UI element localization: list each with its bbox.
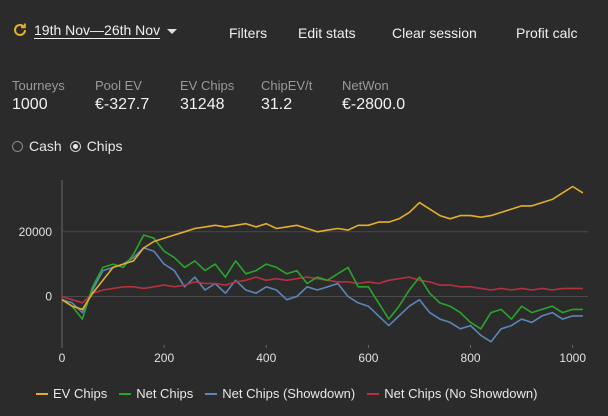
- series-line-net-chips-no-showdown: [61, 276, 583, 304]
- x-tick-label: 800: [461, 351, 481, 365]
- stat-value: 31248: [180, 96, 225, 113]
- y-tick-label: 20000: [19, 225, 53, 239]
- legend-swatch: [205, 392, 218, 395]
- chips-chart: 0 20000 0 200 400 600 800 1000: [19, 180, 588, 365]
- stat-ev-chips: EV Chips 31248: [180, 78, 261, 114]
- stat-pool-ev: Pool EV €-327.7: [95, 78, 180, 114]
- stat-tourneys: Tourneys 1000: [12, 78, 95, 114]
- radio-checked-icon[interactable]: [69, 140, 81, 152]
- profit-calc-button[interactable]: Profit calc: [516, 25, 578, 41]
- cash-radio[interactable]: Cash: [12, 138, 62, 154]
- cash-radio-label[interactable]: Cash: [29, 138, 62, 154]
- stat-label: NetWon: [342, 78, 389, 93]
- series-line-ev-chips: [61, 185, 584, 311]
- chips-radio[interactable]: Chips: [69, 138, 123, 154]
- legend-swatch: [367, 392, 380, 395]
- legend-label[interactable]: Net Chips: [136, 386, 194, 401]
- x-tick-label: 0: [59, 351, 66, 365]
- stat-label: Pool EV: [95, 78, 142, 93]
- x-tick-label: 600: [358, 351, 378, 365]
- x-tick-label: 1000: [559, 351, 586, 365]
- refresh-icon[interactable]: [12, 22, 28, 38]
- chips-radio-label[interactable]: Chips: [86, 138, 123, 154]
- date-range-selector[interactable]: 19th Nov—26th Nov: [12, 22, 178, 38]
- series-line-net-chips-showdown: [61, 247, 583, 343]
- stat-label: Tourneys: [12, 78, 65, 93]
- legend-label[interactable]: Net Chips (No Showdown): [384, 386, 538, 401]
- series-line-net-chips: [61, 234, 583, 330]
- x-tick-label: 400: [256, 351, 276, 365]
- chart-legend: EV Chips Net Chips Net Chips (Showdown) …: [36, 386, 549, 401]
- legend-item-net-chips[interactable]: Net Chips: [119, 386, 193, 401]
- legend-swatch: [36, 392, 48, 395]
- stat-value: €-327.7: [95, 96, 150, 113]
- legend-swatch: [119, 392, 132, 395]
- x-tick-label: 200: [154, 351, 174, 365]
- legend-item-net-chips-showdown[interactable]: Net Chips (Showdown): [205, 386, 355, 401]
- legend-label[interactable]: Net Chips (Showdown): [222, 386, 356, 401]
- y-tick-label: 0: [45, 289, 52, 303]
- radio-unchecked-icon[interactable]: [12, 140, 23, 152]
- stat-chipev-per-t: ChipEV/t 31.2: [261, 78, 342, 114]
- mode-radio-group: Cash Chips: [12, 138, 130, 154]
- stat-label: ChipEV/t: [261, 78, 313, 93]
- legend-label[interactable]: EV Chips: [53, 386, 108, 401]
- legend-item-ev-chips[interactable]: EV Chips: [36, 386, 107, 401]
- stat-value: 1000: [12, 96, 48, 113]
- clear-session-button[interactable]: Clear session: [392, 25, 477, 41]
- stat-label: EV Chips: [180, 78, 235, 93]
- stat-value: €-2800.0: [342, 96, 406, 113]
- stats-row: Tourneys 1000 Pool EV €-327.7 EV Chips 3…: [12, 78, 442, 114]
- chevron-down-icon[interactable]: [167, 28, 178, 34]
- stat-value: 31.2: [261, 96, 293, 113]
- legend-item-net-chips-no-showdown[interactable]: Net Chips (No Showdown): [367, 386, 537, 401]
- stat-netwon: NetWon €-2800.0: [342, 78, 442, 114]
- filters-button[interactable]: Filters: [229, 25, 268, 41]
- top-bar: 19th Nov—26th Nov Filters Edit stats Cle…: [0, 0, 608, 66]
- date-range-label[interactable]: 19th Nov—26th Nov: [34, 22, 161, 38]
- edit-stats-button[interactable]: Edit stats: [298, 25, 356, 41]
